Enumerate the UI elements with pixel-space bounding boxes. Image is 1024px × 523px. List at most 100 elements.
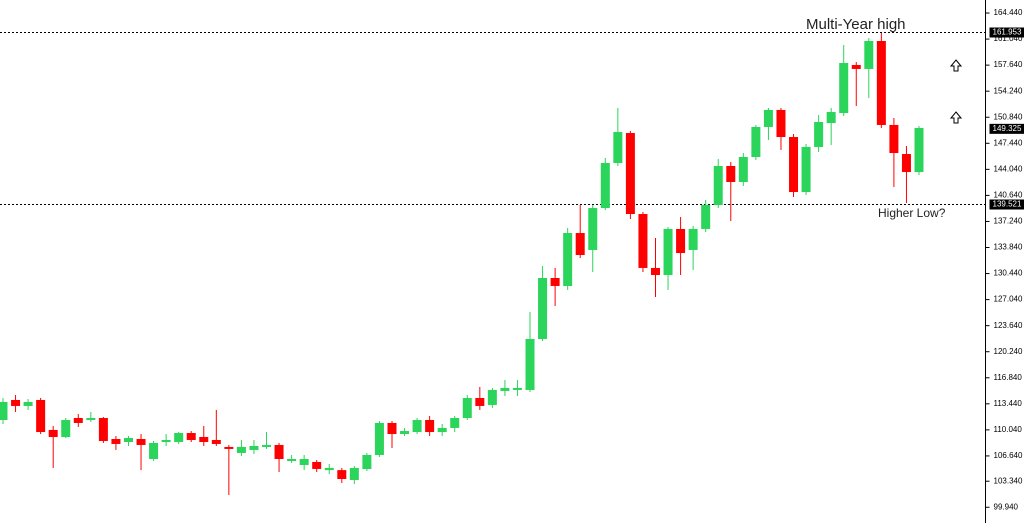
candle [776, 107, 786, 150]
candle [763, 107, 773, 140]
candle-body [174, 433, 184, 442]
candle [801, 143, 811, 196]
candle-body [337, 470, 347, 479]
candle [701, 199, 711, 233]
candle [826, 107, 836, 145]
level-label-bg [989, 199, 1024, 210]
candle-body [726, 165, 736, 182]
candle [174, 432, 184, 444]
candle [299, 455, 309, 471]
candle-body [575, 233, 585, 256]
candle [98, 417, 108, 443]
candle-body [161, 439, 171, 442]
candle-body [563, 233, 573, 286]
candle-body [650, 267, 660, 276]
y-tick-label: 120.240 [994, 347, 1023, 356]
candle [249, 439, 259, 455]
candle-body [123, 437, 133, 442]
candle-body [249, 445, 259, 450]
candle [111, 436, 121, 450]
y-tick-label: 157.640 [994, 60, 1023, 69]
candle [400, 427, 410, 437]
candle-body [312, 461, 322, 469]
candle [538, 265, 548, 341]
candle [199, 425, 209, 446]
candle-body [701, 204, 711, 229]
candle [713, 159, 723, 209]
candle-body [374, 422, 384, 456]
candle-body [149, 442, 159, 459]
candle [11, 395, 21, 413]
candle-body [111, 438, 121, 444]
candle [161, 434, 171, 446]
candle [437, 423, 447, 437]
candle [588, 204, 598, 273]
candle [224, 444, 234, 496]
candle-body [400, 431, 410, 435]
candle-body [914, 127, 924, 173]
candle [462, 395, 472, 420]
candle [48, 425, 58, 468]
candle-body [11, 399, 21, 406]
candle [262, 432, 272, 449]
candle [186, 431, 196, 442]
candle-body [475, 397, 485, 406]
candle [600, 158, 610, 211]
candle-body [738, 157, 748, 182]
candle [425, 416, 435, 437]
candle [839, 44, 849, 117]
level-label-bg [989, 27, 1024, 38]
level-label: 161.953 [993, 28, 1022, 37]
candle [374, 420, 384, 458]
candle [349, 465, 359, 484]
candle [337, 467, 347, 483]
candle [851, 61, 861, 106]
candle-body [676, 228, 686, 254]
candle [36, 397, 46, 435]
candle [387, 420, 397, 448]
arrow-up [949, 59, 963, 72]
candle-body [663, 228, 673, 276]
y-tick-label: 161.040 [994, 34, 1023, 43]
y-tick-label: 106.640 [994, 451, 1023, 460]
candle [412, 417, 422, 435]
candle [876, 33, 886, 128]
annotation: Higher Low? [878, 206, 946, 220]
candle-body [462, 397, 472, 418]
candle-body [600, 162, 610, 209]
y-tick-label: 137.240 [994, 217, 1023, 226]
y-tick-label: 110.040 [994, 425, 1023, 434]
candle-body [287, 458, 297, 461]
candle [738, 153, 748, 186]
candle [613, 107, 623, 166]
candle-body [814, 121, 824, 147]
candle-body [826, 112, 836, 123]
candle [525, 312, 535, 393]
candle-body [136, 438, 146, 445]
candle [287, 455, 297, 463]
candle-body [86, 417, 96, 420]
current-price-label: 149.325 [993, 124, 1022, 133]
y-tick-label: 99.940 [994, 502, 1019, 511]
candle-body [889, 124, 899, 154]
y-tick-label: 103.340 [994, 476, 1023, 485]
candle-body [500, 387, 510, 391]
candle-body [48, 429, 58, 438]
candle [86, 412, 96, 422]
candle [889, 118, 899, 187]
candle [575, 204, 585, 259]
candle [312, 459, 322, 473]
candle-body [525, 338, 535, 390]
y-tick-label: 130.440 [994, 269, 1023, 278]
y-tick-label: 123.640 [994, 321, 1023, 330]
candle-body [550, 278, 560, 286]
candle [688, 225, 698, 271]
candle-body [224, 446, 234, 449]
candle [23, 398, 33, 410]
candle-body [98, 417, 108, 441]
candle [789, 134, 799, 198]
candle-body [713, 165, 723, 205]
candle-body [186, 433, 196, 440]
